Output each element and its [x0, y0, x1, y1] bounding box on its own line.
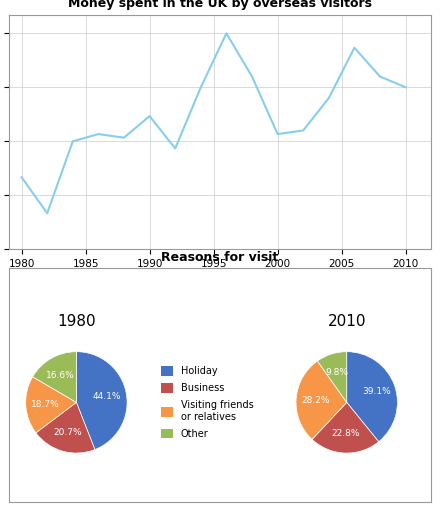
Wedge shape	[296, 361, 347, 439]
Wedge shape	[317, 352, 347, 402]
Text: 28.2%: 28.2%	[301, 396, 330, 405]
Wedge shape	[33, 352, 77, 402]
Title: Money spent in the UK by overseas visitors: Money spent in the UK by overseas visito…	[68, 0, 372, 10]
Text: 22.8%: 22.8%	[331, 429, 360, 438]
Text: 18.7%: 18.7%	[31, 400, 59, 409]
Text: 44.1%: 44.1%	[93, 392, 121, 401]
Text: 9.8%: 9.8%	[326, 368, 348, 377]
Title: Reasons for visit: Reasons for visit	[161, 251, 279, 264]
X-axis label: Year: Year	[208, 274, 232, 285]
Wedge shape	[312, 402, 379, 453]
Legend: Holiday, Business, Visiting friends
or relatives, Other: Holiday, Business, Visiting friends or r…	[161, 366, 253, 439]
Wedge shape	[26, 377, 77, 433]
Text: 1980: 1980	[57, 314, 95, 329]
Wedge shape	[77, 352, 127, 450]
Wedge shape	[347, 352, 397, 442]
Text: 16.6%: 16.6%	[46, 371, 75, 379]
Text: 39.1%: 39.1%	[362, 388, 391, 396]
Text: 2010: 2010	[327, 314, 366, 329]
Text: 20.7%: 20.7%	[54, 428, 82, 437]
Wedge shape	[36, 402, 95, 453]
